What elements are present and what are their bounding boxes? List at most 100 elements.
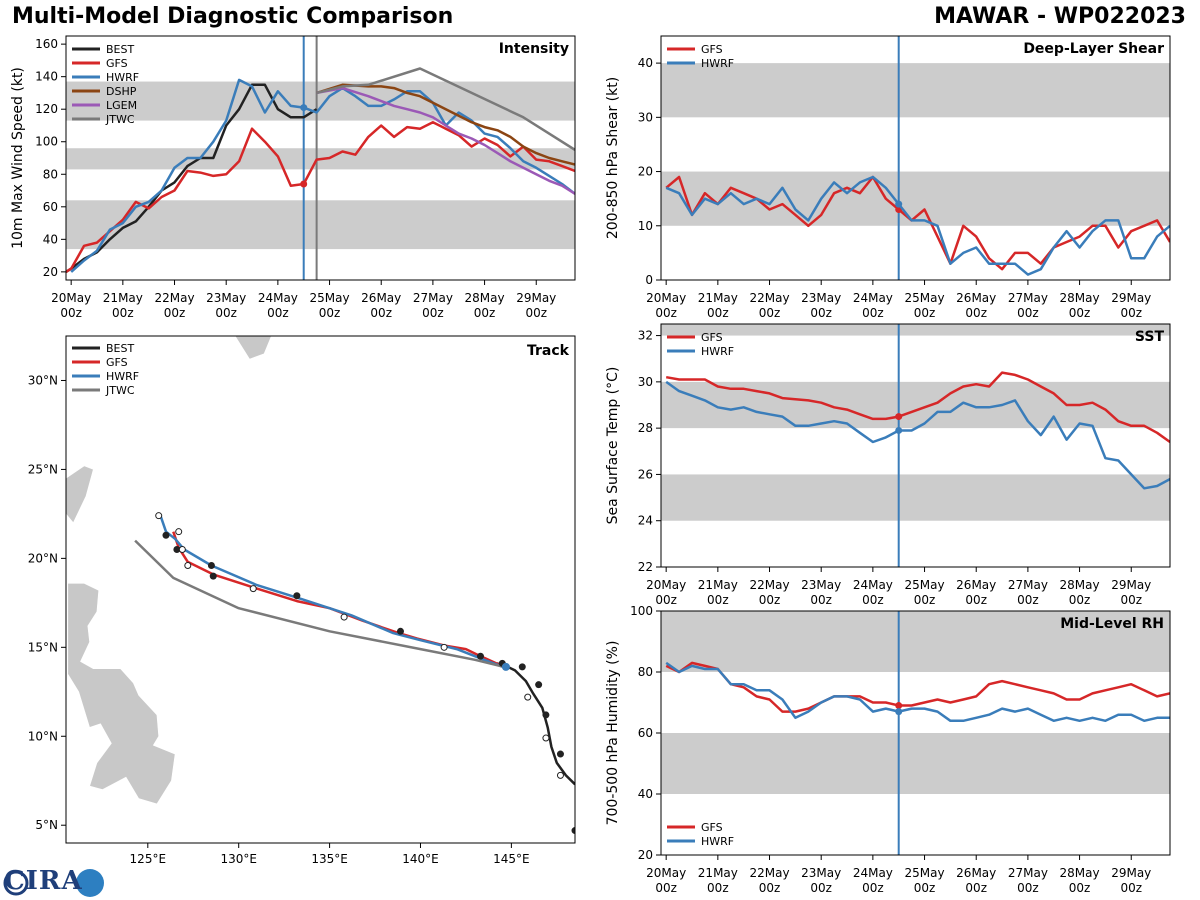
sst-xtick-hour: 00z <box>759 593 781 607</box>
shear-series-gfs <box>665 175 1170 271</box>
track-panel-title: Track <box>527 343 570 359</box>
track-series-hwrf <box>159 515 509 670</box>
rh-xtick-hour: 00z <box>914 881 936 895</box>
sst-xtick-day: 21May <box>698 578 738 592</box>
rh-series-hwrf <box>665 661 1170 723</box>
intensity-legend-label-hwrf: HWRF <box>106 71 139 84</box>
shear-xtick-day: 26May <box>956 291 996 305</box>
track-series-jtwc <box>134 539 505 669</box>
sst-series-hwrf <box>665 380 1170 490</box>
rh-xtick-hour: 00z <box>862 881 884 895</box>
intensity-xtick-hour: 00z <box>319 306 341 320</box>
rh-band-0 <box>661 733 1170 794</box>
shear-marker-hwrf <box>895 200 903 208</box>
shear-ylabel: 200-850 hPa Shear (kt) <box>605 77 621 239</box>
track-series-gfs <box>172 531 505 669</box>
sst-panel-title: SST <box>1135 329 1165 345</box>
shear-ytick-label: 30 <box>638 110 653 124</box>
track-xtick-label: 140°E <box>402 852 439 866</box>
track-best-point <box>173 545 181 553</box>
rh-xtick-hour: 00z <box>1120 881 1142 895</box>
rh-xtick-hour: 00z <box>1069 881 1091 895</box>
intensity-series-hwrf <box>70 78 575 273</box>
sst-band-0 <box>661 474 1170 521</box>
shear-ytick-label: 10 <box>638 219 653 233</box>
sst-ytick-label: 30 <box>638 375 653 389</box>
sst-xtick-hour: 00z <box>1120 593 1142 607</box>
rh-xtick-day: 20May <box>646 866 686 880</box>
shear-series-hwrf <box>665 175 1170 276</box>
intensity-ytick-label: 60 <box>43 200 58 214</box>
track-map-layer <box>66 336 575 835</box>
land-mass-3 <box>234 336 272 360</box>
sst-ytick-label: 26 <box>638 467 653 481</box>
sst-xtick-day: 29May <box>1111 578 1151 592</box>
shear-frame <box>660 35 1171 281</box>
track-frame <box>65 335 576 844</box>
rh-xtick-hour: 00z <box>1017 881 1039 895</box>
intensity-xtick-day: 27May <box>413 291 453 305</box>
rh-xtick-day: 26May <box>956 866 996 880</box>
intensity-xtick-hour: 00z <box>474 306 496 320</box>
track-best-point <box>396 627 404 635</box>
cira-logo: CIRA <box>4 866 83 896</box>
cira-globe-icon <box>76 869 104 897</box>
sst-series-gfs <box>665 371 1170 444</box>
intensity-band-2 <box>66 81 575 121</box>
rh-xtick-day: 27May <box>1008 866 1048 880</box>
sst-marker-hwrf <box>895 426 903 434</box>
shear-xtick-hour: 00z <box>965 306 987 320</box>
track-legend-label-gfs: GFS <box>106 356 128 369</box>
shear-xtick-hour: 00z <box>707 306 729 320</box>
land-mass-0 <box>67 582 176 805</box>
rh-xtick-hour: 00z <box>655 881 677 895</box>
intensity-ytick-label: 140 <box>35 70 58 84</box>
intensity-xtick-day: 26May <box>361 291 401 305</box>
track-ytick-label: 20°N <box>28 551 58 565</box>
track-ytick-label: 5°N <box>35 818 58 832</box>
track-xtick-label: 130°E <box>220 852 257 866</box>
track-forecast-point <box>184 561 192 569</box>
intensity-xtick-hour: 00z <box>60 306 82 320</box>
intensity-xtick-day: 24May <box>258 291 298 305</box>
intensity-xtick-hour: 00z <box>422 306 444 320</box>
track-ytick-label: 25°N <box>28 462 58 476</box>
intensity-xtick-day: 28May <box>465 291 505 305</box>
intensity-ytick-label: 160 <box>35 37 58 51</box>
track-ytick-label: 15°N <box>28 640 58 654</box>
rh-series-gfs <box>665 661 1170 713</box>
rh-panel-title: Mid-Level RH <box>1060 616 1164 632</box>
shear-xtick-hour: 00z <box>862 306 884 320</box>
shear-xtick-day: 21May <box>698 291 738 305</box>
sst-xtick-day: 28May <box>1060 578 1100 592</box>
shear-legend-label-gfs: GFS <box>701 43 723 56</box>
rh-ytick-label: 20 <box>638 848 653 862</box>
sst-ylabel: Sea Surface Temp (°C) <box>605 367 621 525</box>
intensity-ytick-label: 20 <box>43 265 58 279</box>
track-xtick-label: 125°E <box>130 852 167 866</box>
rh-xtick-hour: 00z <box>759 881 781 895</box>
intensity-ylabel: 10m Max Wind Speed (kt) <box>10 67 26 249</box>
track-best-point <box>207 561 215 569</box>
rh-xtick-day: 23May <box>801 866 841 880</box>
sst-xtick-hour: 00z <box>1069 593 1091 607</box>
sst-xtick-hour: 00z <box>810 593 832 607</box>
intensity-marker-gfs <box>300 180 308 188</box>
intensity-xtick-day: 29May <box>516 291 556 305</box>
track-forecast-point <box>542 734 550 742</box>
rh-xtick-day: 22May <box>749 866 789 880</box>
sst-xtick-day: 24May <box>853 578 893 592</box>
shear-xtick-day: 24May <box>853 291 893 305</box>
shear-band-1 <box>661 63 1170 118</box>
shear-xtick-hour: 00z <box>759 306 781 320</box>
shear-xtick-hour: 00z <box>1069 306 1091 320</box>
sst-xtick-hour: 00z <box>655 593 677 607</box>
rh-ytick-label: 60 <box>638 726 653 740</box>
intensity-xtick-hour: 00z <box>112 306 134 320</box>
track-legend-label-hwrf: HWRF <box>106 370 139 383</box>
sst-xtick-hour: 00z <box>914 593 936 607</box>
shear-xtick-hour: 00z <box>1120 306 1142 320</box>
page-title: Multi-Model Diagnostic Comparison <box>12 4 454 29</box>
rh-xtick-hour: 00z <box>810 881 832 895</box>
sst-xtick-hour: 00z <box>862 593 884 607</box>
